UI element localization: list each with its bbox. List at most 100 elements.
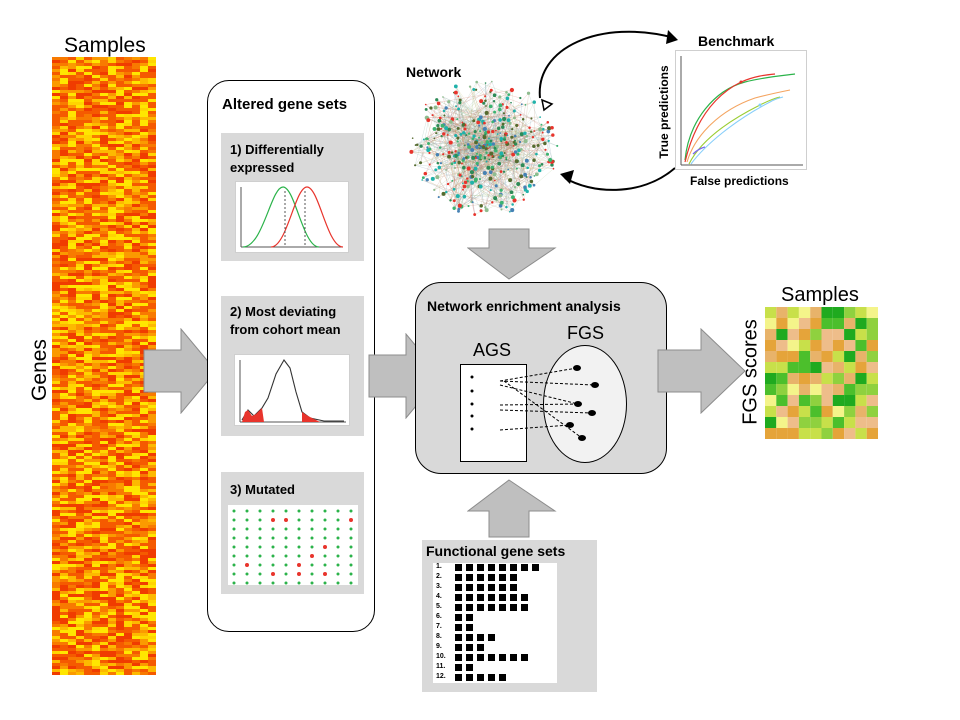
gene-set-member bbox=[488, 674, 495, 681]
gene-set-member bbox=[499, 604, 506, 611]
gene-set-member bbox=[488, 584, 495, 591]
gene-set-member bbox=[466, 614, 473, 621]
gene-set-member bbox=[477, 634, 484, 641]
gene-set-row-label: 1. bbox=[436, 563, 442, 570]
gene-set-member bbox=[455, 594, 462, 601]
gene-set-row-label: 11. bbox=[436, 663, 446, 670]
gene-set-member bbox=[466, 624, 473, 631]
gene-set-member bbox=[455, 654, 462, 661]
fgs-score-heatmap bbox=[765, 307, 878, 439]
gene-set-member bbox=[499, 584, 506, 591]
gene-set-member bbox=[455, 574, 462, 581]
gene-set-matrix: 1. 2. 3. 4. 5. 6. 7. 8. 9. 10. 11. 12. bbox=[433, 563, 557, 683]
gene-set-member bbox=[521, 654, 528, 661]
gene-set-row-label: 12. bbox=[436, 673, 446, 680]
gene-set-member bbox=[488, 564, 495, 571]
altered-gene-sets-title: Altered gene sets bbox=[222, 96, 348, 113]
nea-links bbox=[470, 365, 599, 441]
gene-set-row-label: 8. bbox=[436, 633, 442, 640]
gene-set-member bbox=[477, 594, 484, 601]
arrow-to-scores bbox=[657, 328, 746, 414]
benchmark-title: Benchmark bbox=[698, 33, 775, 49]
gene-set-member bbox=[488, 574, 495, 581]
gene-set-member bbox=[488, 604, 495, 611]
gene-set-member bbox=[466, 604, 473, 611]
gene-set-member bbox=[499, 654, 506, 661]
gene-set-member bbox=[477, 674, 484, 681]
benchmark-ylabel: True predictions bbox=[657, 65, 671, 159]
method3-label: 3) Mutated bbox=[230, 482, 295, 497]
genes-label: Genes bbox=[28, 339, 51, 401]
gene-set-member bbox=[466, 594, 473, 601]
gene-set-member bbox=[499, 564, 506, 571]
mutation-dot-plot bbox=[228, 505, 358, 585]
method2-label-line2: from cohort mean bbox=[230, 322, 341, 337]
deviation-plot bbox=[234, 354, 350, 426]
gene-set-member bbox=[488, 634, 495, 641]
gene-set-member bbox=[466, 674, 473, 681]
benchmark-xlabel: False predictions bbox=[690, 174, 789, 188]
gene-set-row-label: 4. bbox=[436, 593, 442, 600]
gene-set-member bbox=[466, 564, 473, 571]
gene-set-row-label: 9. bbox=[436, 643, 442, 650]
fgs-label: FGS bbox=[567, 323, 605, 343]
network-label: Network bbox=[406, 64, 462, 80]
network-enrichment-panel bbox=[415, 282, 667, 474]
gene-set-member bbox=[521, 604, 528, 611]
gene-set-member bbox=[499, 594, 506, 601]
samples-label-left: Samples bbox=[64, 34, 146, 57]
gene-set-member bbox=[510, 574, 517, 581]
gene-set-member bbox=[477, 564, 484, 571]
gene-set-member bbox=[455, 664, 462, 671]
gene-set-member bbox=[521, 594, 528, 601]
gene-set-member bbox=[466, 644, 473, 651]
gene-set-row-label: 10. bbox=[436, 653, 446, 660]
gene-set-member bbox=[532, 564, 539, 571]
gene-set-member bbox=[477, 574, 484, 581]
functional-gene-sets-title: Functional gene sets bbox=[426, 543, 566, 559]
benchmark-loop-arrows bbox=[538, 30, 678, 191]
gene-set-member bbox=[455, 564, 462, 571]
arrow-to-ags bbox=[143, 328, 217, 414]
gene-set-row-label: 3. bbox=[436, 583, 442, 590]
nea-title: Network enrichment analysis bbox=[427, 298, 621, 314]
gene-set-member bbox=[477, 584, 484, 591]
gene-set-member bbox=[466, 654, 473, 661]
fgs-scores-label: FGS scores bbox=[739, 319, 762, 425]
gene-set-row-label: 6. bbox=[436, 613, 442, 620]
gene-set-member bbox=[499, 674, 506, 681]
gene-set-member bbox=[455, 624, 462, 631]
gene-set-member bbox=[510, 594, 517, 601]
gene-set-member bbox=[488, 594, 495, 601]
network-hairball bbox=[409, 80, 559, 216]
gene-set-matrix-bg bbox=[433, 563, 557, 683]
gene-set-member bbox=[510, 604, 517, 611]
gene-set-row-label: 2. bbox=[436, 573, 442, 580]
gene-set-member bbox=[455, 604, 462, 611]
gene-set-member bbox=[488, 654, 495, 661]
method2-label-line1: 2) Most deviating bbox=[230, 304, 337, 319]
gene-set-member bbox=[510, 584, 517, 591]
gene-set-member bbox=[455, 614, 462, 621]
gene-set-member bbox=[455, 644, 462, 651]
gene-set-row-label: 7. bbox=[436, 623, 442, 630]
gene-set-member bbox=[477, 604, 484, 611]
gene-set-member bbox=[510, 654, 517, 661]
gene-set-row-label: 5. bbox=[436, 603, 442, 610]
expression-heatmap bbox=[52, 57, 156, 675]
gene-set-member bbox=[477, 654, 484, 661]
samples-label-right: Samples bbox=[781, 284, 859, 306]
arrow-fgs-to-nea bbox=[467, 479, 557, 538]
gene-set-member bbox=[455, 674, 462, 681]
gene-set-member bbox=[466, 584, 473, 591]
arrow-network-to-nea bbox=[467, 228, 557, 280]
gene-set-member bbox=[455, 634, 462, 641]
gene-set-member bbox=[521, 564, 528, 571]
gene-set-member bbox=[466, 634, 473, 641]
method1-label-line1: 1) Differentially bbox=[230, 142, 324, 157]
gene-set-member bbox=[466, 664, 473, 671]
ags-box bbox=[460, 364, 527, 462]
gene-set-member bbox=[466, 574, 473, 581]
method1-label-line2: expressed bbox=[230, 160, 295, 175]
differential-expression-plot bbox=[235, 181, 349, 253]
